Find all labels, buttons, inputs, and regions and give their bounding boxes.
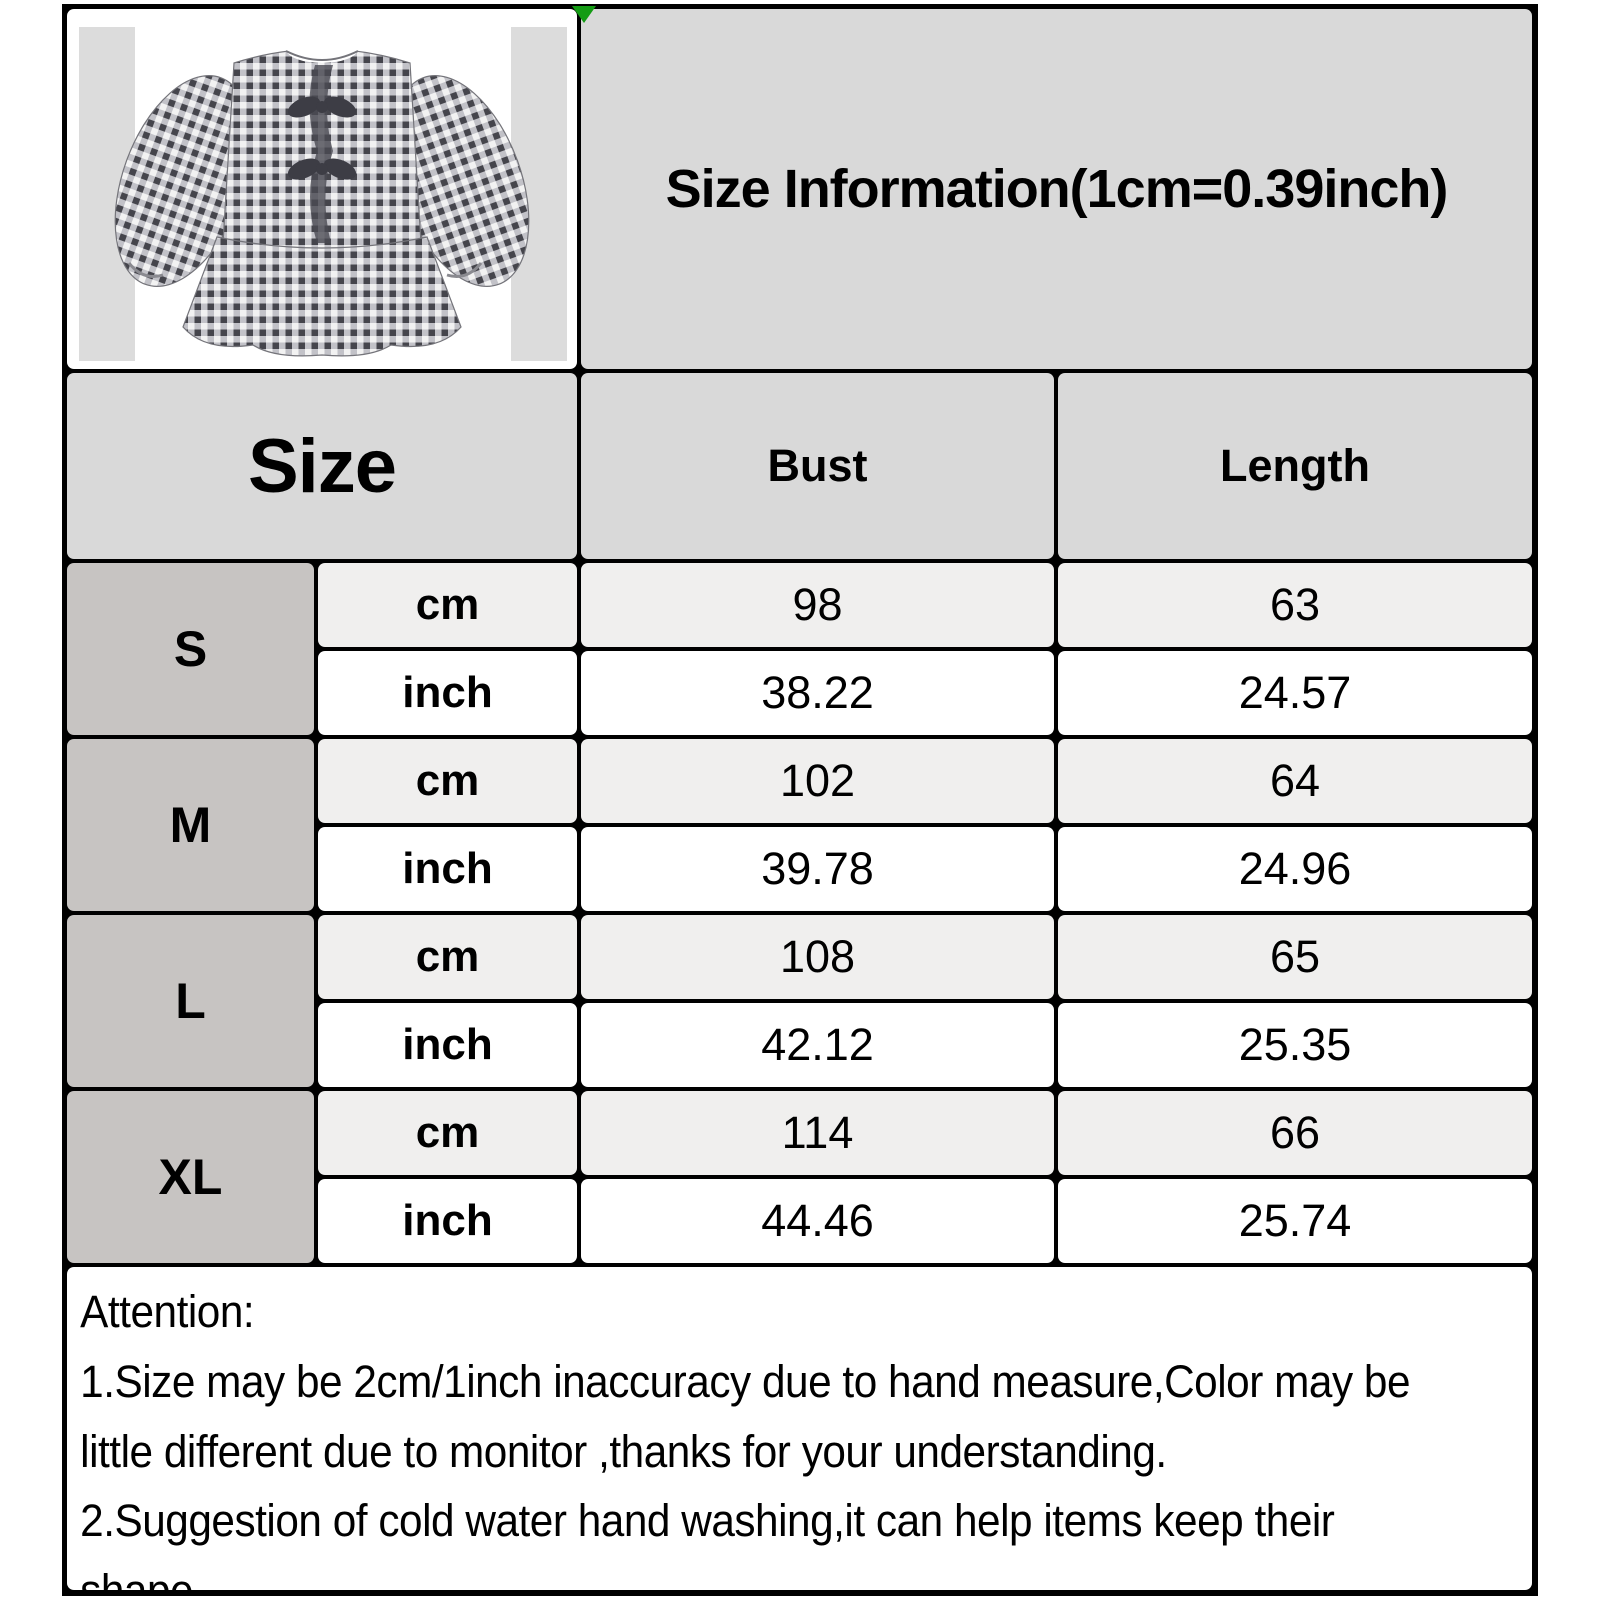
attention-heading: Attention: — [80, 1286, 255, 1337]
bust-value: 44.46 — [761, 1195, 874, 1246]
size-label-s: S — [67, 563, 314, 735]
value-cell: 39.78 — [581, 827, 1054, 911]
size-letter: M — [169, 797, 212, 853]
attention-note-1: 1.Size may be 2cm/1inch inaccuracy due t… — [80, 1355, 1411, 1477]
attention-cell: Attention: 1.Size may be 2cm/1inch inacc… — [67, 1267, 1532, 1590]
title-cell: Size Information(1cm=0.39inch) — [581, 9, 1532, 369]
unit-label: inch — [402, 1020, 493, 1069]
product-photo-cell — [67, 9, 577, 369]
unit-label: inch — [402, 668, 493, 717]
unit-label: cm — [415, 580, 480, 629]
unit-cell: inch — [318, 1003, 577, 1087]
bust-value: 42.12 — [761, 1019, 874, 1070]
length-value: 25.35 — [1238, 1019, 1352, 1070]
bust-value: 102 — [779, 755, 856, 806]
value-cell: 114 — [581, 1091, 1054, 1175]
page-title: Size Information(1cm=0.39inch) — [665, 159, 1449, 219]
value-cell: 38.22 — [581, 651, 1054, 735]
header-size-label: Size — [247, 423, 397, 509]
value-cell: 63 — [1058, 563, 1532, 647]
value-cell: 24.57 — [1058, 651, 1532, 735]
size-letter: XL — [158, 1149, 223, 1205]
green-corner-marker-icon — [572, 6, 596, 23]
attention-note-2: 2.Suggestion of cold water hand washing,… — [80, 1495, 1335, 1590]
unit-cell: cm — [318, 563, 577, 647]
size-letter: S — [173, 621, 208, 677]
size-label-l: L — [67, 915, 314, 1087]
value-cell: 65 — [1058, 915, 1532, 999]
unit-cell: inch — [318, 827, 577, 911]
value-cell: 98 — [581, 563, 1054, 647]
size-letter: L — [175, 973, 206, 1029]
header-length-label: Length — [1220, 440, 1370, 491]
value-cell: 44.46 — [581, 1179, 1054, 1263]
length-value: 65 — [1269, 931, 1321, 982]
value-cell: 24.96 — [1058, 827, 1532, 911]
value-cell: 42.12 — [581, 1003, 1054, 1087]
size-chart-table: Size Information(1cm=0.39inch) Size Bust… — [62, 4, 1538, 1596]
unit-label: cm — [415, 756, 480, 805]
header-bust-cell: Bust — [581, 373, 1054, 559]
header-size-cell: Size — [67, 373, 577, 559]
unit-cell: cm — [318, 739, 577, 823]
value-cell: 25.74 — [1058, 1179, 1532, 1263]
value-cell: 64 — [1058, 739, 1532, 823]
value-cell: 66 — [1058, 1091, 1532, 1175]
bust-value: 108 — [779, 931, 856, 982]
unit-cell: inch — [318, 651, 577, 735]
attention-text: Attention: 1.Size may be 2cm/1inch inacc… — [67, 1267, 1444, 1590]
unit-cell: cm — [318, 1091, 577, 1175]
length-value: 24.57 — [1238, 667, 1352, 718]
header-bust-label: Bust — [767, 440, 868, 491]
unit-label: cm — [415, 1108, 480, 1157]
length-value: 64 — [1269, 755, 1321, 806]
length-value: 63 — [1269, 579, 1321, 630]
header-length-cell: Length — [1058, 373, 1532, 559]
size-label-m: M — [67, 739, 314, 911]
value-cell: 102 — [581, 739, 1054, 823]
length-value: 66 — [1269, 1107, 1321, 1158]
gingham-blouse-photo — [79, 27, 567, 361]
size-label-xl: XL — [67, 1091, 314, 1263]
unit-cell: inch — [318, 1179, 577, 1263]
unit-label: cm — [415, 932, 480, 981]
value-cell: 108 — [581, 915, 1054, 999]
length-value: 24.96 — [1238, 843, 1352, 894]
unit-cell: cm — [318, 915, 577, 999]
unit-label: inch — [402, 844, 493, 893]
bust-value: 39.78 — [761, 843, 874, 894]
bust-value: 114 — [781, 1107, 854, 1158]
length-value: 25.74 — [1238, 1195, 1352, 1246]
value-cell: 25.35 — [1058, 1003, 1532, 1087]
bust-value: 38.22 — [761, 667, 874, 718]
unit-label: inch — [402, 1196, 493, 1245]
bust-value: 98 — [792, 579, 843, 630]
